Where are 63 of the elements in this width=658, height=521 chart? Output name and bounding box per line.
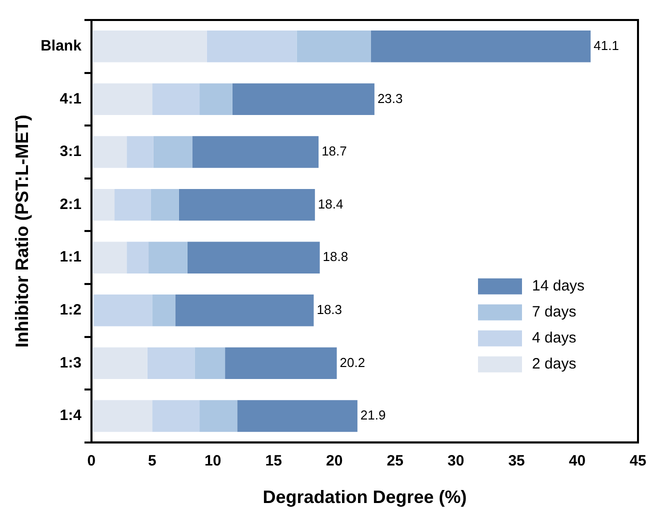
bar [296, 30, 371, 62]
x-axis-title: Degradation Degree (%) [262, 487, 467, 508]
y-tick-label: 4:1 [60, 90, 82, 108]
bar [237, 400, 358, 432]
total-label: 18.4 [318, 196, 344, 212]
x-tick-label: 45 [630, 452, 646, 470]
bar [147, 347, 195, 380]
bar [91, 136, 127, 168]
bar [152, 294, 176, 326]
bar [225, 347, 337, 380]
y-tick-label: 1:1 [60, 248, 82, 266]
bar [91, 242, 127, 274]
y-axis-title: Inhibitor Ratio (PST:L-MET) [12, 114, 32, 348]
y-tick-label: 1:3 [60, 354, 82, 372]
bar [152, 83, 200, 116]
y-tick-label: 2:1 [60, 196, 82, 213]
bar [91, 83, 152, 116]
total-label: 18.8 [322, 249, 348, 264]
bar [232, 83, 374, 116]
bar [91, 400, 152, 432]
x-tick-label: 35 [508, 452, 525, 470]
bar [126, 242, 149, 274]
total-label: 23.3 [377, 90, 403, 106]
y-tick-label: Blank [40, 38, 82, 55]
legend-label: 14 days [532, 278, 585, 295]
x-tick-label: 10 [204, 452, 222, 470]
legend-label: 7 days [532, 304, 576, 321]
bar [200, 400, 238, 432]
total-label: 41.1 [594, 38, 619, 53]
total-label: 20.2 [340, 354, 366, 370]
x-tick-label: 5 [148, 452, 156, 470]
bar [187, 242, 320, 274]
x-tick-label: 30 [447, 452, 464, 470]
bar [126, 136, 154, 168]
x-tick-label: 15 [265, 452, 282, 470]
bar [206, 30, 297, 62]
x-tick-label: 40 [568, 452, 586, 470]
bar [91, 347, 148, 380]
legend-label: 4 days [532, 330, 576, 347]
bar [194, 347, 226, 380]
bar [192, 136, 319, 168]
total-label: 21.9 [360, 408, 386, 423]
total-label: 18.3 [316, 302, 342, 317]
bar [370, 30, 591, 62]
bar [91, 188, 115, 221]
bar [178, 188, 315, 221]
legend-label: 2 days [532, 356, 576, 373]
x-tick-label: 25 [386, 452, 404, 470]
x-tick-label: 20 [326, 452, 343, 470]
y-tick-label: 1:2 [60, 302, 82, 319]
y-tick-label: 3:1 [60, 143, 82, 160]
bar [175, 294, 314, 326]
bar [91, 30, 207, 62]
bar [94, 294, 152, 326]
bar [153, 136, 192, 168]
bar [148, 242, 188, 274]
bar [114, 188, 151, 221]
total-label: 18.7 [322, 144, 347, 159]
bar [152, 400, 200, 432]
x-tick-label: 0 [87, 452, 96, 470]
bar [200, 83, 232, 116]
bar [150, 188, 179, 221]
y-tick-label: 1:4 [60, 407, 82, 424]
